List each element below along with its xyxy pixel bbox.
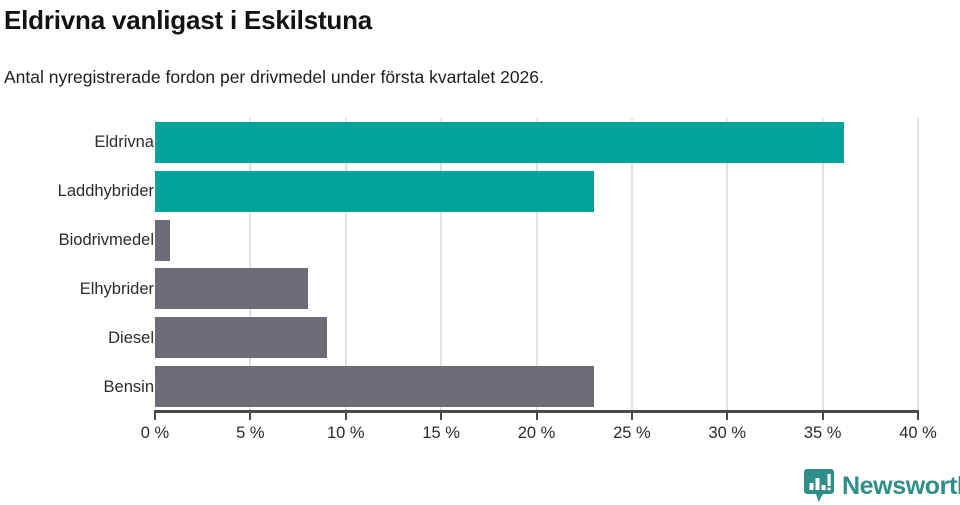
tick-mark	[154, 410, 156, 420]
bar	[155, 366, 594, 408]
gridline	[440, 118, 443, 411]
y-axis-category-label: Eldrivna	[94, 133, 154, 152]
x-axis-tick-label: 15 %	[422, 424, 460, 442]
newsworthy-bubble-chart-icon	[804, 469, 834, 502]
y-axis-category-label: Elhybrider	[79, 279, 154, 298]
x-axis-tick-label: 10 %	[326, 424, 365, 442]
y-axis-category-label: Biodrivmedel	[58, 231, 154, 250]
gridline	[917, 118, 919, 411]
bar	[155, 268, 308, 310]
x-axis-tick-label: 25 %	[613, 424, 651, 442]
gridline	[821, 118, 824, 411]
newsworthy-logo: Newsworthy	[804, 468, 960, 504]
gridline	[630, 118, 633, 411]
y-axis-category-label: Diesel	[108, 328, 154, 347]
tick-mark	[535, 410, 538, 420]
bar	[155, 121, 844, 163]
tick-mark	[821, 410, 824, 420]
bar-chart: 0 % 5 % 10 % 15 % 20 % 25 % 30 % 35 % 40 % Eldri…	[57, 118, 937, 442]
tick-mark	[344, 410, 347, 420]
newsworthy-wordmark: Newsworthy	[842, 472, 960, 500]
gridline	[249, 118, 252, 411]
tick-mark	[726, 410, 729, 420]
tick-mark	[917, 410, 919, 420]
x-axis-tick-label: 40 %	[899, 424, 937, 442]
x-axis-tick-label: 5 %	[236, 424, 265, 442]
tick-mark	[440, 410, 443, 420]
x-axis-tick-label: 30 %	[708, 424, 747, 442]
x-axis-tick-label: 20 %	[517, 424, 556, 442]
y-axis-category-label: Bensin	[103, 377, 154, 396]
plot-canvas	[155, 118, 918, 411]
y-axis-category-label: Laddhybrider	[57, 182, 154, 201]
page-title: Eldrivna vanligast i Eskilstuna	[4, 5, 373, 35]
chart-subtitle: Antal nyregistrerade fordon per drivmede…	[4, 67, 544, 87]
x-axis-tick-label: 0 %	[140, 424, 170, 442]
bar	[155, 170, 594, 212]
x-axis-tick-label: 35 %	[803, 424, 842, 442]
bar	[155, 317, 327, 359]
tick-mark	[249, 410, 252, 420]
gridline	[535, 118, 538, 411]
bar	[155, 219, 171, 261]
gridline	[726, 118, 729, 411]
gridline	[344, 118, 347, 411]
tick-mark	[630, 410, 633, 420]
